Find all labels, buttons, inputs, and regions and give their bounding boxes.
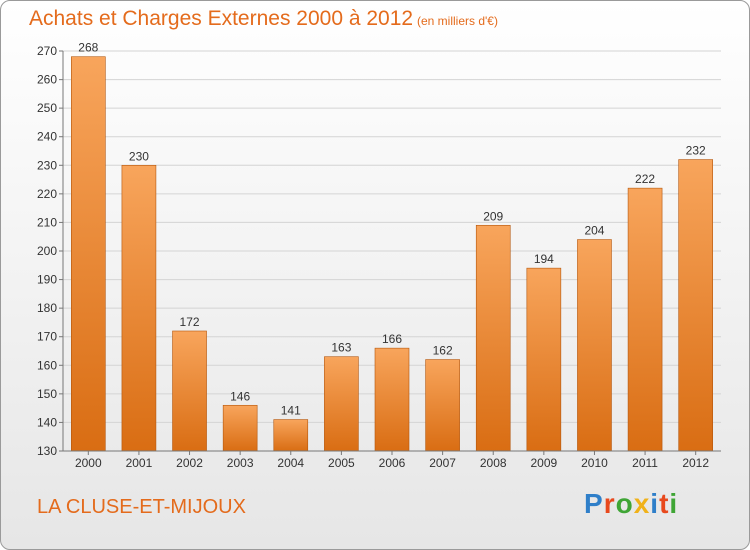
y-tick-label: 180 — [37, 301, 57, 315]
commune-name: LA CLUSE-ET-MIJOUX — [37, 496, 246, 518]
bar-value-label: 163 — [331, 341, 351, 355]
bar-value-label: 232 — [686, 144, 706, 158]
bar — [324, 356, 359, 452]
logo-letter: r — [603, 488, 616, 519]
value-labels: 268 230 172 146 141 163 166 162 209 194 204 222 232 — [78, 41, 706, 418]
bar — [121, 164, 157, 452]
y-tick-label: 240 — [37, 130, 57, 144]
proxiti-logo: Proxiti — [584, 488, 678, 520]
logo-letter: o — [615, 488, 634, 519]
y-tick-label: 270 — [37, 44, 57, 58]
y-tick-label: 210 — [37, 215, 57, 229]
logo-letter: i — [669, 488, 679, 519]
chart-title: Achats et Charges Externes 2000 à 2012 — [29, 7, 414, 30]
bar — [222, 404, 258, 452]
y-tick-label: 160 — [37, 358, 57, 372]
y-tick-label: 250 — [37, 101, 57, 115]
x-tick-label: 2006 — [379, 456, 406, 470]
bar — [172, 330, 207, 452]
bar — [71, 56, 106, 452]
bar-value-label: 172 — [180, 315, 200, 329]
grid-lines — [63, 50, 721, 452]
bar-value-label: 166 — [382, 332, 402, 346]
bar — [425, 359, 460, 452]
bar — [475, 224, 511, 452]
bar-value-label: 268 — [78, 41, 98, 55]
x-tick-label: 2010 — [581, 456, 608, 470]
logo-letter: x — [633, 488, 651, 519]
bar-value-label: 230 — [129, 149, 149, 163]
x-tick-label: 2005 — [328, 456, 355, 470]
logo-letter: P — [584, 488, 604, 519]
bar-value-label: 194 — [534, 252, 554, 266]
y-tick-label: 260 — [37, 73, 57, 87]
bar — [526, 267, 562, 452]
x-tick-label: 2002 — [176, 456, 203, 470]
axes: 130 140 150 160 170 180 190 200 210 220 230 240 250 2… — [37, 44, 721, 470]
x-tick-label: 2003 — [227, 456, 254, 470]
bar-value-label: 204 — [584, 224, 604, 238]
x-tick-label: 2007 — [429, 456, 456, 470]
y-tick-label: 170 — [37, 330, 57, 344]
logo-letter: t — [659, 488, 670, 519]
bar-value-label: 146 — [230, 389, 250, 403]
bar — [678, 159, 713, 452]
logo-letter: i — [650, 488, 660, 519]
chart-subtitle: (en milliers d'€) — [417, 14, 498, 28]
bars — [71, 56, 713, 452]
bar — [627, 187, 663, 452]
x-tick-label: 2000 — [75, 456, 102, 470]
y-tick-label: 190 — [37, 273, 57, 287]
x-tick-label: 2001 — [126, 456, 153, 470]
y-tick-label: 200 — [37, 244, 57, 258]
bar-value-label: 209 — [483, 209, 503, 223]
bar-value-label: 162 — [433, 344, 453, 358]
x-tick-label: 2008 — [480, 456, 507, 470]
bar-value-label: 222 — [635, 172, 655, 186]
y-tick-label: 150 — [37, 387, 57, 401]
bar-value-label: 141 — [281, 404, 301, 418]
x-tick-label: 2009 — [530, 456, 557, 470]
x-tick-label: 2004 — [277, 456, 304, 470]
bar — [577, 239, 612, 452]
x-tick-label: 2012 — [682, 456, 709, 470]
x-tick-label: 2011 — [632, 456, 658, 470]
y-tick-label: 130 — [37, 444, 57, 458]
y-tick-label: 230 — [37, 158, 57, 172]
y-tick-label: 140 — [37, 415, 57, 429]
bar — [374, 347, 410, 452]
bar — [273, 419, 309, 452]
y-tick-label: 220 — [37, 187, 57, 201]
